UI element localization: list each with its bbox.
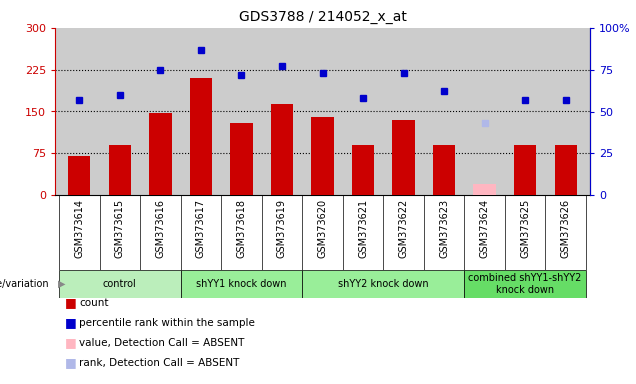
Text: GSM373622: GSM373622 [399,199,408,258]
Bar [302,270,464,298]
Text: GSM373616: GSM373616 [155,199,165,258]
Bar [149,113,172,195]
Text: ■: ■ [65,356,77,369]
Text: GSM373626: GSM373626 [561,199,570,258]
Bar [68,156,90,195]
Title: GDS3788 / 214052_x_at: GDS3788 / 214052_x_at [238,10,406,24]
Text: GSM373617: GSM373617 [196,199,206,258]
Bar [514,145,536,195]
Text: GSM373618: GSM373618 [237,199,246,258]
Bar [433,145,455,195]
Bar [464,270,586,298]
Text: ■: ■ [65,316,77,329]
Bar [473,184,496,195]
Text: rank, Detection Call = ABSENT: rank, Detection Call = ABSENT [79,358,239,368]
Text: combined shYY1-shYY2
knock down: combined shYY1-shYY2 knock down [469,273,582,295]
Bar [230,122,252,195]
Bar [352,145,374,195]
Text: shYY2 knock down: shYY2 knock down [338,279,429,289]
Text: count: count [79,298,109,308]
Text: GSM373614: GSM373614 [74,199,85,258]
Text: genotype/variation: genotype/variation [0,279,48,289]
Bar [555,145,577,195]
Text: control: control [103,279,137,289]
Text: GSM373624: GSM373624 [480,199,490,258]
Bar [271,104,293,195]
Text: GSM373615: GSM373615 [115,199,125,258]
Bar [181,270,302,298]
Text: GSM373620: GSM373620 [317,199,328,258]
Text: GSM373625: GSM373625 [520,199,530,258]
Text: ▶: ▶ [58,279,66,289]
Bar [312,117,334,195]
Text: ■: ■ [65,336,77,349]
Text: GSM373621: GSM373621 [358,199,368,258]
Text: GSM373623: GSM373623 [439,199,449,258]
Bar [190,78,212,195]
Text: GSM373619: GSM373619 [277,199,287,258]
Text: shYY1 knock down: shYY1 knock down [196,279,287,289]
Text: value, Detection Call = ABSENT: value, Detection Call = ABSENT [79,338,244,348]
Bar [392,120,415,195]
Text: ■: ■ [65,296,77,310]
Bar [59,270,181,298]
Bar [109,145,131,195]
Text: percentile rank within the sample: percentile rank within the sample [79,318,255,328]
